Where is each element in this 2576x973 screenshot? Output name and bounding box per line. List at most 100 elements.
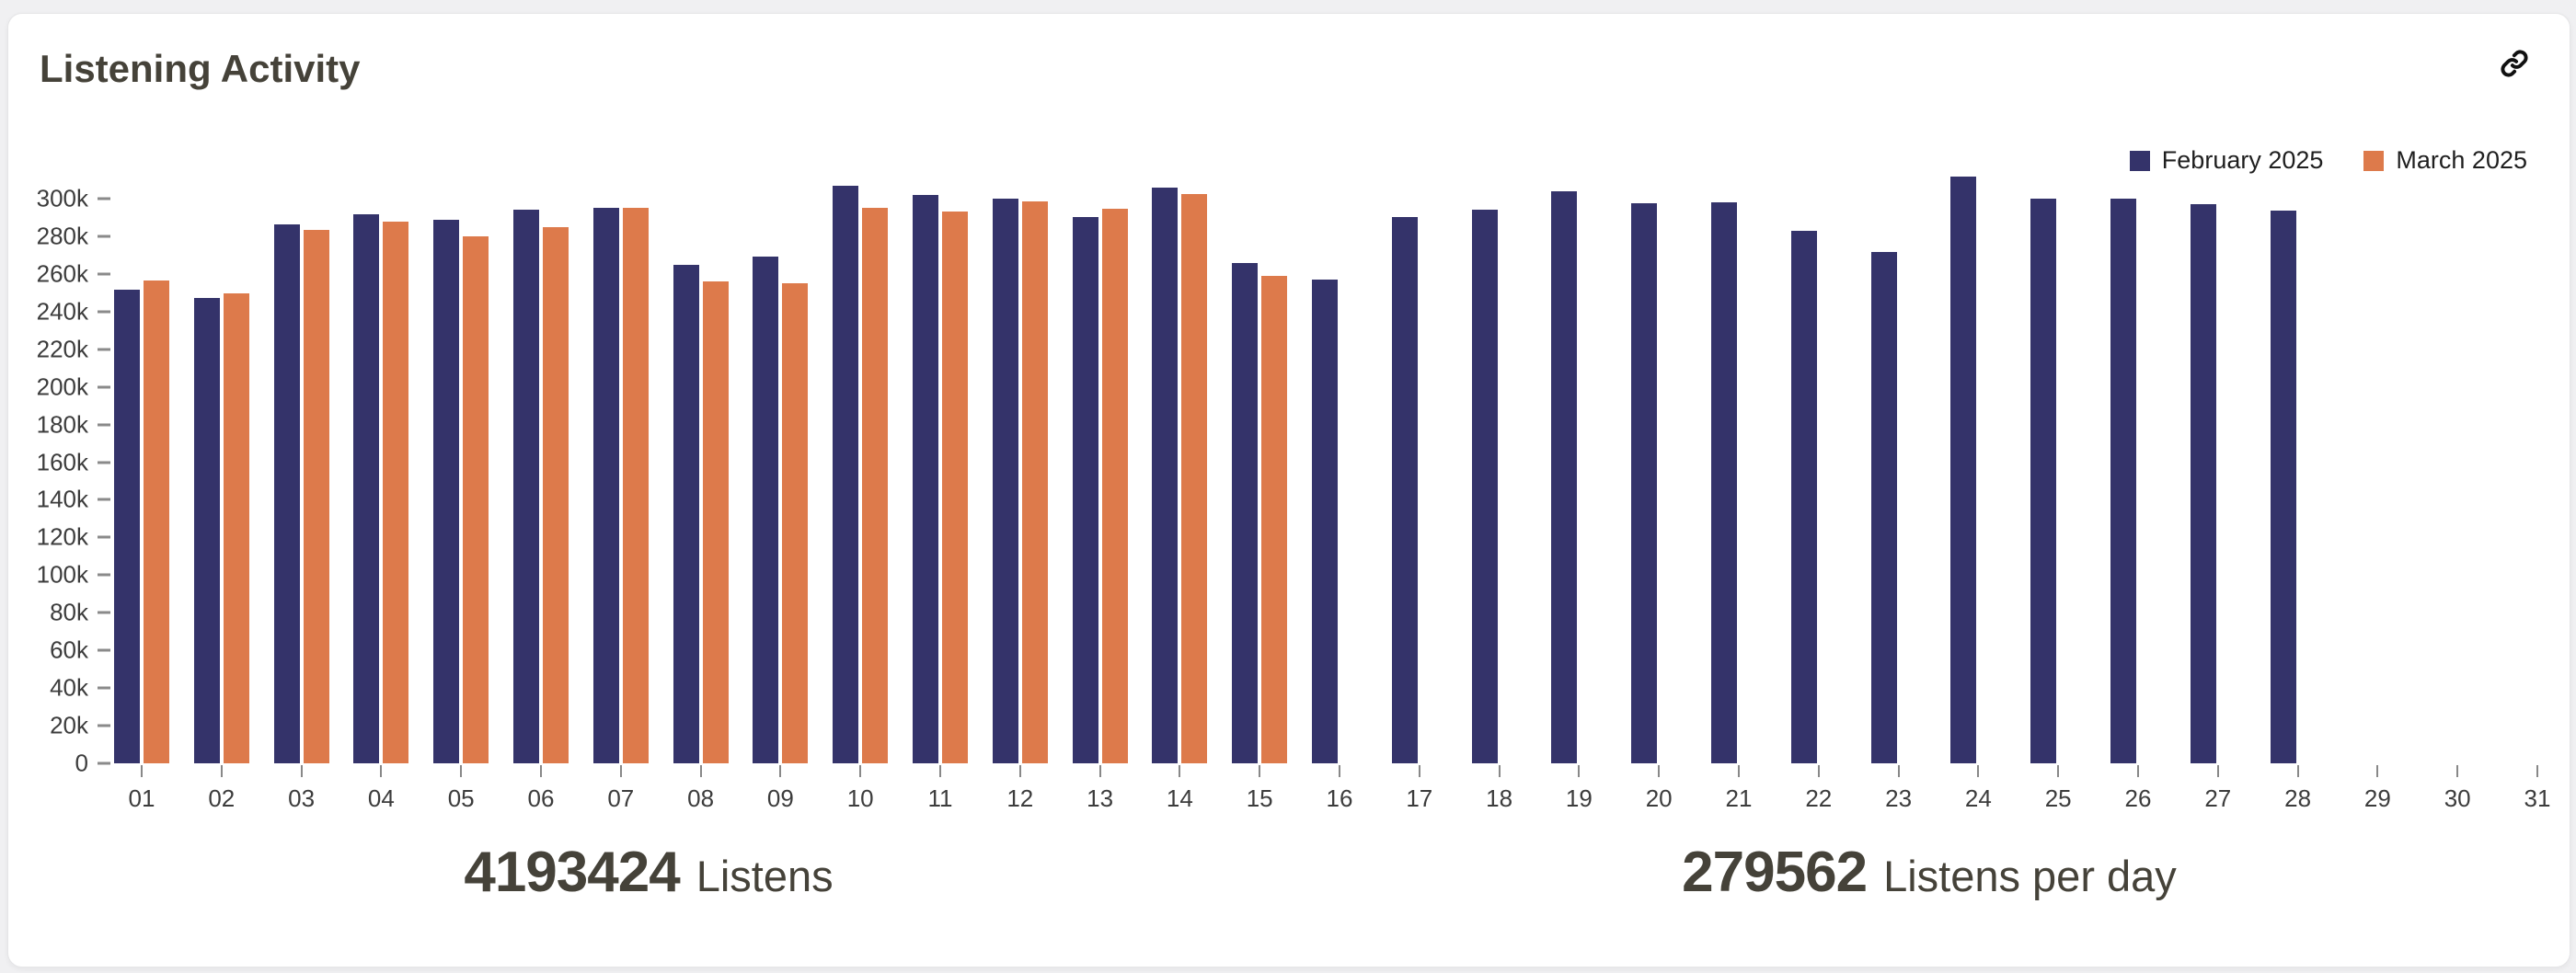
bar-february-12[interactable]: [992, 199, 1018, 763]
bar-march-06[interactable]: [543, 226, 569, 763]
x-axis-tick-mark: [460, 765, 463, 777]
x-axis-tick-label: 18: [1486, 784, 1513, 812]
x-axis-tick-mark: [1498, 765, 1501, 777]
listens-per-day-stat: 279562 Listens per day: [1289, 840, 2570, 946]
x-axis-tick-mark: [779, 765, 782, 777]
bar-march-03[interactable]: [303, 229, 329, 763]
x-axis-tick-label: 06: [527, 784, 555, 812]
y-axis-tick-mark: [98, 498, 110, 501]
bar-february-10[interactable]: [833, 185, 859, 763]
bar-february-06[interactable]: [513, 210, 539, 763]
chart-legend: February 2025 March 2025: [2129, 146, 2527, 175]
y-axis-tick-label: 60k: [50, 635, 88, 664]
link-icon: [2498, 47, 2531, 80]
bar-february-21[interactable]: [1711, 202, 1737, 763]
y-axis-tick-label: 200k: [36, 372, 88, 401]
bar-february-01[interactable]: [114, 290, 140, 763]
x-axis-tick-label: 09: [766, 784, 794, 812]
legend-item-march[interactable]: March 2025: [2363, 146, 2527, 175]
total-listens-stat: 4193424 Listens: [8, 840, 1289, 946]
bar-march-07[interactable]: [622, 208, 649, 763]
x-axis-tick-mark: [300, 765, 303, 777]
bar-february-08[interactable]: [673, 264, 699, 763]
bar-february-15[interactable]: [1232, 262, 1259, 763]
y-axis-tick-mark: [98, 385, 110, 389]
legend-item-february[interactable]: February 2025: [2129, 146, 2323, 175]
x-axis-tick-label: 31: [2524, 784, 2551, 812]
x-axis-tick-label: 26: [2124, 784, 2152, 812]
x-axis-tick-mark: [141, 765, 143, 777]
bar-chart-area: 0 20k 40k 60k 80k 100k 120k 140k 160k 180k 200k 220…: [8, 14, 2570, 967]
x-axis-tick-label: 23: [1885, 784, 1913, 812]
permalink-button[interactable]: [2496, 45, 2533, 82]
bar-february-03[interactable]: [273, 223, 300, 763]
y-axis-tick-mark: [98, 535, 110, 539]
x-axis-tick-mark: [939, 765, 941, 777]
x-axis-tick-label: 24: [1964, 784, 1992, 812]
bar-march-15[interactable]: [1261, 275, 1288, 763]
bar-march-14[interactable]: [1181, 193, 1208, 763]
x-axis-tick-mark: [2057, 765, 2060, 777]
y-axis-tick-mark: [98, 461, 110, 464]
x-axis-tick-label: 08: [687, 784, 715, 812]
bar-february-16[interactable]: [1312, 280, 1338, 763]
y-axis-tick-label: 180k: [36, 410, 88, 439]
bar-february-20[interactable]: [1631, 203, 1658, 763]
x-axis-tick-mark: [1179, 765, 1181, 777]
bar-march-05[interactable]: [463, 235, 489, 763]
y-axis-tick-label: 40k: [50, 673, 88, 702]
y-axis-tick-label: 140k: [36, 485, 88, 513]
bar-february-26[interactable]: [2110, 199, 2136, 763]
x-axis-tick-mark: [1339, 765, 1340, 777]
bar-february-13[interactable]: [1072, 217, 1098, 763]
x-axis-tick-label: 14: [1166, 784, 1193, 812]
bar-february-27[interactable]: [2190, 204, 2216, 763]
bar-march-01[interactable]: [144, 280, 169, 763]
bar-february-19[interactable]: [1551, 190, 1578, 763]
y-axis-tick-mark: [98, 648, 110, 652]
bar-february-04[interactable]: [353, 214, 380, 763]
bar-february-17[interactable]: [1391, 217, 1418, 763]
x-axis-tick-label: 21: [1725, 784, 1753, 812]
bar-february-22[interactable]: [1790, 230, 1817, 763]
x-axis-tick-mark: [619, 765, 622, 777]
x-axis-tick-mark: [2536, 765, 2538, 777]
x-axis-tick-mark: [1098, 765, 1101, 777]
page-title: Listening Activity: [40, 47, 361, 90]
x-axis-tick-mark: [1018, 765, 1021, 777]
bar-february-11[interactable]: [913, 194, 938, 763]
bar-february-24[interactable]: [1950, 177, 1977, 763]
y-axis-tick-label: 240k: [36, 297, 88, 326]
y-axis-tick-mark: [98, 348, 110, 351]
bar-march-10[interactable]: [862, 208, 889, 763]
listens-per-day-value: 279562: [1682, 841, 1868, 904]
x-axis-tick-label: 01: [128, 784, 155, 812]
bar-february-18[interactable]: [1471, 210, 1498, 763]
bar-march-11[interactable]: [942, 212, 968, 763]
x-axis-tick-mark: [1418, 765, 1420, 777]
bar-february-02[interactable]: [193, 298, 220, 763]
x-axis-tick-label: 05: [447, 784, 475, 812]
y-axis-tick-label: 120k: [36, 522, 88, 551]
bar-february-28[interactable]: [2270, 211, 2296, 763]
bar-march-12[interactable]: [1021, 201, 1048, 763]
y-axis-tick-mark: [98, 423, 110, 427]
bar-february-14[interactable]: [1152, 187, 1179, 763]
bar-february-25[interactable]: [2030, 199, 2057, 763]
bar-february-05[interactable]: [433, 219, 460, 763]
x-axis-tick-mark: [1578, 765, 1581, 777]
bar-march-02[interactable]: [223, 293, 249, 763]
bar-february-07[interactable]: [592, 208, 619, 763]
bar-march-08[interactable]: [702, 281, 729, 763]
bar-february-23[interactable]: [1870, 252, 1897, 763]
y-axis-tick-label: 0: [75, 749, 88, 777]
x-axis-tick-label: 29: [2363, 784, 2391, 812]
x-axis-tick-label: 10: [846, 784, 874, 812]
bar-march-04[interactable]: [383, 221, 409, 763]
y-axis-tick-mark: [98, 310, 110, 314]
x-axis-tick-mark: [2216, 765, 2219, 777]
bar-march-09[interactable]: [782, 283, 809, 763]
x-axis-tick-label: 13: [1087, 784, 1114, 812]
bar-february-09[interactable]: [753, 257, 779, 763]
bar-march-13[interactable]: [1101, 209, 1128, 763]
